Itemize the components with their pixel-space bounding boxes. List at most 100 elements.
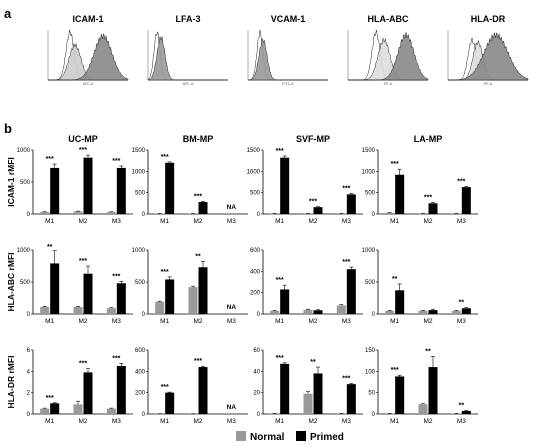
significance-label: *** <box>391 161 399 168</box>
bar-normal <box>40 408 50 414</box>
na-label: NA <box>227 204 237 211</box>
histogram-icam-1: ICAM-1 APC-A <box>47 14 129 86</box>
bar-chart-svf-mp-hla-abc: 0 200 400 600 M1 *** M2 M3 *** <box>250 248 363 325</box>
x-category-label: M1 <box>160 318 169 325</box>
significance-label: *** <box>79 361 87 368</box>
x-category-label: M3 <box>342 318 351 325</box>
bar-primed <box>395 290 405 314</box>
bar-normal <box>418 310 428 314</box>
y-tick-label: 1000 <box>17 148 31 154</box>
panel-b-bar-grid: UC-MP BM-MP SVF-MP LA-MP ICAM-1 rMFI HLA-ABC … <box>6 134 478 425</box>
bar-normal <box>188 287 198 314</box>
significance-label: *** <box>112 158 120 165</box>
y-tick-label: 500 <box>20 180 31 186</box>
significance-label: *** <box>79 258 87 265</box>
bar-normal <box>270 213 280 214</box>
bar-normal <box>106 408 116 414</box>
row-label-3: HLA-DR rMFI <box>6 356 16 409</box>
y-tick-label: 0 <box>257 312 261 318</box>
x-category-label: M3 <box>342 218 351 225</box>
y-tick-label: 1000 <box>362 248 376 254</box>
column-title-svf-mp: SVF-MP <box>296 134 330 144</box>
y-tick-label: 4 <box>27 369 31 375</box>
y-tick-label: 1500 <box>362 148 376 154</box>
x-category-label: M3 <box>457 218 466 225</box>
x-category-label: M2 <box>193 318 202 325</box>
bar-primed <box>346 269 356 314</box>
significance-label: *** <box>46 156 54 163</box>
y-tick-label: 600 <box>250 248 261 254</box>
bar-normal <box>418 213 428 214</box>
bar-normal <box>336 305 346 314</box>
y-tick-label: 0 <box>372 212 376 218</box>
y-tick-label: 50 <box>368 391 375 397</box>
bar-normal <box>336 213 346 214</box>
histogram-vcam-1: VCAM-1 FITC-A <box>247 14 328 86</box>
bar-normal <box>40 306 50 314</box>
x-category-label: M2 <box>423 218 432 225</box>
histogram-x-label: PE-A <box>384 82 393 86</box>
significance-label: ** <box>195 254 201 261</box>
histogram-title: LFA-3 <box>175 14 200 24</box>
x-category-label: M3 <box>227 318 236 325</box>
x-category-label: M2 <box>78 218 87 225</box>
significance-label: ** <box>392 276 398 283</box>
x-category-label: M1 <box>160 218 169 225</box>
bar-normal <box>270 413 280 414</box>
significance-label: *** <box>194 193 202 200</box>
bar-primed <box>116 366 126 414</box>
bar-normal <box>106 212 116 214</box>
y-tick-label: 0 <box>27 212 31 218</box>
significance-label: ** <box>47 244 53 251</box>
histogram-curve <box>48 33 129 81</box>
bar-chart-uc-mp-hla-abc: 0 500 1000 M1 ** M2 *** M3 *** <box>17 244 133 325</box>
bar-normal <box>73 211 83 214</box>
histogram-curve <box>147 36 228 81</box>
x-category-label: M2 <box>78 318 87 325</box>
y-tick-label: 1000 <box>247 169 261 175</box>
significance-label: *** <box>161 269 169 276</box>
significance-label: *** <box>161 154 169 161</box>
bar-normal <box>418 404 428 414</box>
significance-label: *** <box>424 194 432 201</box>
histogram-x-label: APC-A <box>183 82 194 86</box>
y-tick-label: 1000 <box>362 169 376 175</box>
x-category-label: M2 <box>423 318 432 325</box>
bar-chart-la-mp-icam-1: 0 500 1000 1500 M1 *** M2 *** M3 *** <box>362 148 478 225</box>
legend-normal-swatch <box>236 431 246 441</box>
y-tick-label: 2 <box>27 391 31 397</box>
x-category-label: M1 <box>160 418 169 425</box>
bar-primed <box>346 384 356 414</box>
y-tick-label: 0 <box>142 412 146 418</box>
bar-primed <box>50 263 60 314</box>
y-tick-label: 100 <box>365 369 376 375</box>
significance-label: ** <box>459 300 465 307</box>
bar-primed <box>395 174 405 214</box>
bar-primed <box>165 279 175 314</box>
histogram-title: HLA-ABC <box>368 14 409 24</box>
bar-normal <box>40 212 50 214</box>
bar-normal <box>73 404 83 414</box>
bar-normal <box>303 213 313 214</box>
histogram-curve <box>348 32 429 81</box>
histogram-title: ICAM-1 <box>73 14 104 24</box>
bar-chart-bm-mp-hla-abc: 0 500 1000 M1 *** M2 ** M3 NA <box>132 248 248 325</box>
significance-label: *** <box>276 148 284 155</box>
y-tick-label: 0 <box>257 412 261 418</box>
y-tick-label: 1500 <box>247 148 261 154</box>
bar-primed <box>461 187 471 214</box>
bar-primed <box>50 167 60 214</box>
column-title-la-mp: LA-MP <box>414 134 443 144</box>
legend-primed-swatch <box>296 431 306 441</box>
y-tick-label: 1000 <box>132 248 146 254</box>
bar-normal <box>303 309 313 314</box>
x-category-label: M2 <box>308 218 317 225</box>
x-category-label: M2 <box>193 418 202 425</box>
x-category-label: M3 <box>457 318 466 325</box>
bar-normal <box>155 301 165 314</box>
bar-primed <box>165 162 175 214</box>
significance-label: *** <box>276 277 284 284</box>
significance-label: ** <box>425 348 431 355</box>
na-label: NA <box>227 404 237 411</box>
